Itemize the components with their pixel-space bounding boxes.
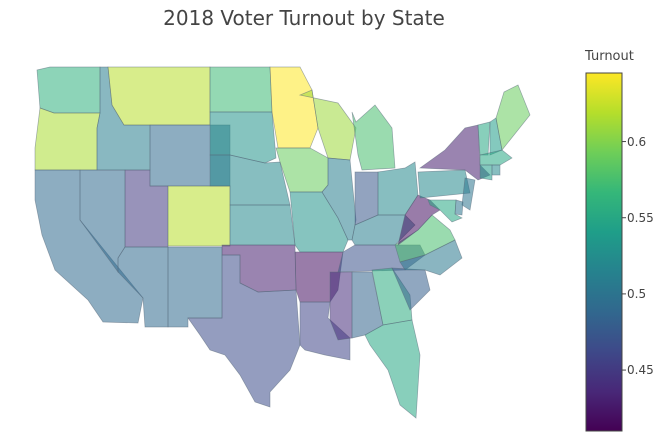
- state-ri[interactable]: [491, 164, 501, 176]
- colorbar-tick-label: 0.5: [627, 286, 647, 301]
- state-mi[interactable]: [351, 104, 396, 171]
- state-nm[interactable]: [167, 246, 223, 328]
- states-layer: [34, 66, 531, 419]
- state-ma[interactable]: [479, 149, 513, 166]
- state-ks[interactable]: [229, 204, 296, 246]
- colorbar-tick-label: 0.45: [627, 363, 654, 378]
- colorbar: [585, 72, 623, 432]
- state-co[interactable]: [167, 185, 231, 247]
- state-or[interactable]: [34, 107, 101, 171]
- state-mt[interactable]: [107, 66, 211, 126]
- colorbar-tick-marks: [622, 141, 626, 371]
- state-me[interactable]: [495, 84, 531, 151]
- state-il[interactable]: [321, 157, 357, 241]
- state-ct[interactable]: [479, 164, 493, 181]
- state-pa[interactable]: [417, 169, 471, 199]
- state-nj[interactable]: [461, 177, 476, 211]
- state-la[interactable]: [299, 301, 351, 361]
- state-ms[interactable]: [329, 271, 353, 341]
- colorbar-tick-label: 0.6: [627, 134, 647, 149]
- state-mn[interactable]: [269, 66, 319, 149]
- state-fl[interactable]: [364, 319, 421, 419]
- colorbar-tick-label: 0.55: [627, 210, 654, 225]
- state-wa[interactable]: [36, 66, 101, 114]
- state-de[interactable]: [454, 199, 464, 216]
- state-md[interactable]: [427, 199, 463, 223]
- colorbar-title: Turnout: [585, 49, 634, 64]
- state-nd[interactable]: [209, 66, 273, 113]
- state-tx[interactable]: [187, 254, 301, 408]
- state-vt[interactable]: [477, 121, 491, 156]
- chart-title: 2018 Voter Turnout by State: [163, 6, 445, 30]
